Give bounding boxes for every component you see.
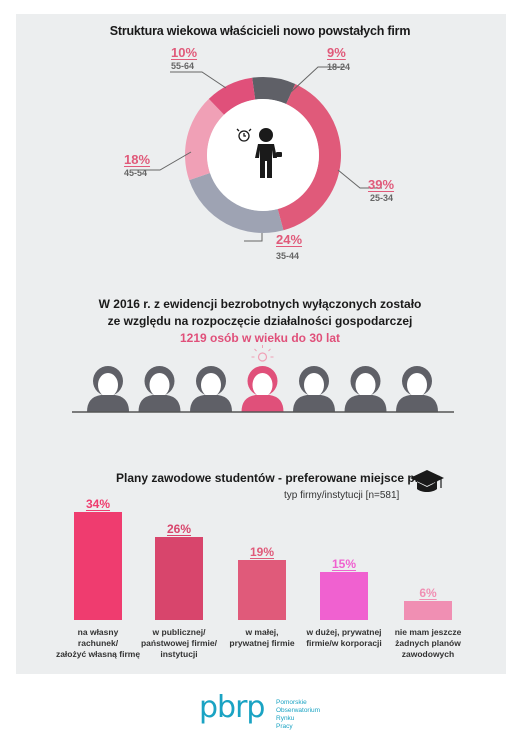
leader-line-35-44 (244, 233, 263, 242)
alarm-clock-icon (236, 128, 252, 142)
donut-chart (130, 66, 382, 242)
person-icon (293, 366, 335, 412)
bar-label-1: na własny rachunek/założyć własną firmę (55, 627, 141, 659)
bar-1 (74, 512, 122, 620)
unemployed-text-line2: ze względu na rozpoczęcie działalności g… (107, 314, 413, 328)
donut-value-55-64: 10% (171, 45, 198, 60)
leader-line-55-64 (170, 71, 227, 89)
donut-slice-55-64 (208, 77, 256, 115)
person-icon (190, 366, 232, 412)
bar-label-2: w publicznej/państwowej firmie/instytucj… (140, 627, 218, 659)
graduation-cap-icon (410, 470, 444, 492)
person-icon (138, 366, 181, 412)
person-highlighted-icon (241, 366, 284, 412)
bar-2 (155, 537, 203, 620)
logo-text: Pomorskie Obserwatorium Rynku Pracy (276, 699, 346, 731)
donut-age-35-44: 35-44 (276, 251, 300, 261)
donut-title: Struktura wiekowa właścicieli nowo powst… (109, 24, 411, 38)
person-icon (87, 366, 129, 412)
bar-value-2: 26% (166, 522, 192, 537)
unemployed-text-line1: W 2016 r. z ewidencji bezrobotnych wyłąc… (98, 297, 422, 311)
bar-value-3: 19% (249, 544, 275, 559)
donut-age-25-34: 25-34 (370, 193, 394, 203)
donut-slice-18-24 (252, 77, 296, 105)
logo-line1: Pomorskie (276, 699, 307, 706)
bar-label-4: w dużej, prywatnej firmie/w korporacji (306, 627, 382, 648)
donut-slice-35-44 (189, 173, 284, 233)
logo-line2: Obserwatorium (276, 707, 321, 714)
person-icon (396, 366, 438, 412)
bar-label-5: nie mam jeszcze żadnych planów zawodowych (394, 627, 462, 659)
bar-3 (238, 559, 286, 620)
leader-line-18-24 (290, 66, 345, 93)
donut-age-18-24: 18-24 (327, 62, 351, 72)
donut-value-45-54: 18% (124, 152, 151, 167)
people-row (72, 345, 454, 413)
logo-line3: Rynku (276, 715, 295, 722)
leader-line-25-34 (337, 169, 382, 189)
person-icon (255, 128, 282, 178)
bar-value-4: 15% (331, 557, 357, 572)
donut-slice-25-34 (277, 83, 342, 231)
donut-value-18-24: 9% (327, 45, 346, 60)
bar-label-3: w małej, prywatnej firmie (229, 627, 295, 648)
bar-value-1: 34% (85, 497, 111, 511)
donut-value-25-34: 39% (368, 177, 395, 192)
bar-value-5: 6% (419, 585, 437, 600)
bar-5 (404, 600, 452, 620)
bar-chart-title: Plany zawodowe studentów - preferowane m… (116, 471, 440, 485)
unemployed-highlight: 1219 osób w wieku do 30 lat (179, 331, 341, 345)
person-icon (344, 366, 387, 412)
donut-age-55-64: 55-64 (171, 61, 195, 71)
bar-4 (320, 572, 368, 620)
donut-age-45-54: 45-54 (124, 168, 148, 178)
logo-mark: pbrp (199, 690, 264, 725)
donut-value-35-44: 24% (276, 232, 303, 247)
logo-line4: Pracy (276, 723, 293, 730)
porp-logo-icon: pbrp (199, 690, 265, 725)
bar-chart-subtitle: typ firmy/instytucji [n=581] (284, 490, 400, 501)
leader-line-45-54 (130, 151, 192, 171)
lightbulb-icon (251, 345, 274, 362)
donut-slice-45-54 (185, 98, 225, 181)
